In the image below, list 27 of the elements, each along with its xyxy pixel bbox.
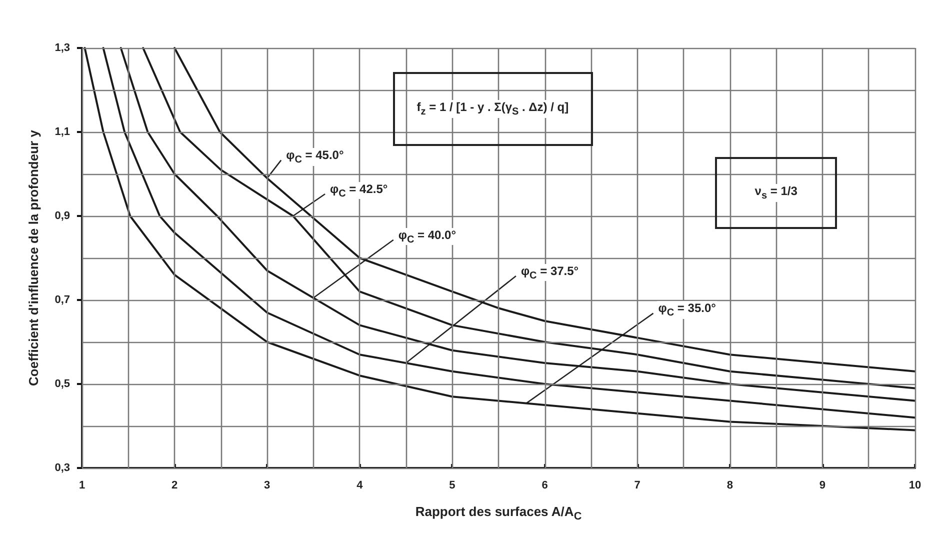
x-tick-label: 3	[264, 480, 270, 492]
annotation: φ$_{C}$ = 42.5°	[329, 182, 389, 200]
y-tick-label: 0,9	[54, 210, 70, 222]
x-tick-label: 2	[171, 480, 178, 492]
x-tick-label: 1	[78, 480, 86, 492]
y-tick-label: 1,3	[54, 42, 70, 54]
y-tick-label: 1,1	[54, 126, 70, 138]
annotation: φ$_{C}$ = 35.0°	[657, 301, 717, 319]
x-tick-label: 9	[819, 480, 826, 492]
annotation: φ$_{C}$ = 37.5°	[520, 264, 580, 282]
x-tick-label: 7	[634, 480, 640, 492]
x-tick-label: 5	[449, 480, 456, 492]
x-tick-label: 6	[542, 480, 548, 492]
annotation: f$_{z}$ = 1 / [1 - y . Σ(γ$_{S}$ . Δz) / q]	[414, 100, 571, 118]
y-tick-label: 0,7	[54, 294, 70, 306]
x-tick-label: 4	[356, 480, 364, 492]
y-tick-label: 0,3	[54, 462, 70, 474]
y-axis-title: Coefficient d'influence de la profondeur y	[26, 129, 41, 386]
annotation: ν$_{s}$ = 1/3	[752, 184, 800, 202]
x-axis-title: Rapport des surfaces A/A$_{C}$	[415, 504, 582, 523]
x-tick-label: 8	[726, 480, 733, 492]
annotation: φ$_{C}$ = 40.0°	[397, 228, 458, 246]
framed-note: f$_{z}$ = 1 / [1 - y . Σ(γ$_{S}$ . Δz) / q]	[392, 72, 593, 146]
y-tick-label: 0,5	[54, 378, 70, 390]
framed-note: ν$_{s}$ = 1/3	[715, 157, 838, 230]
x-tick-label: 10	[908, 480, 922, 492]
annotation: φ$_{C}$ = 45.0°	[285, 148, 345, 166]
